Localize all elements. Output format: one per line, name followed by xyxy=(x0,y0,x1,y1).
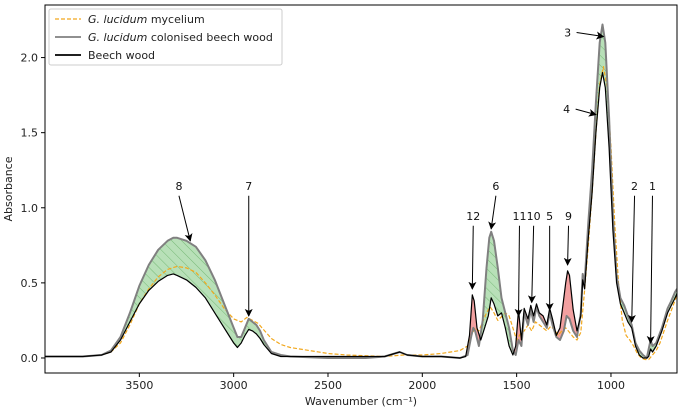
peak-label: 11 xyxy=(512,210,526,223)
legend: G. lucidum mycelium G. lucidum colonised … xyxy=(48,8,283,66)
fill-colonised-above-beech xyxy=(579,25,677,358)
legend-label: G. lucidum mycelium xyxy=(88,13,205,26)
fill-colonised-above-beech xyxy=(45,237,291,357)
peak-arrow xyxy=(646,195,655,344)
peak-arrow xyxy=(488,195,497,230)
y-axis: 0.0 0.5 1.0 1.5 2.0 xyxy=(21,52,45,365)
fill-beech-above-colonised xyxy=(514,270,580,355)
fill-colonised-above-beech xyxy=(480,232,514,355)
series-line-beech xyxy=(45,72,677,359)
y-tick-label: 0.5 xyxy=(21,277,39,290)
peak-label: 3 xyxy=(564,27,571,40)
peak-label: 5 xyxy=(546,210,553,223)
peak-label: 4 xyxy=(563,103,570,116)
peak-label: 12 xyxy=(466,210,480,223)
peak-label: 6 xyxy=(492,180,499,193)
difference-fills xyxy=(45,25,677,358)
y-tick-label: 1.0 xyxy=(21,202,39,215)
peak-arrow xyxy=(575,108,597,117)
x-tick-label: 2000 xyxy=(408,379,436,392)
peak-arrow xyxy=(468,225,477,290)
legend-label: G. lucidum colonised beech wood xyxy=(88,31,273,44)
y-axis-title: Absorbance xyxy=(2,156,15,221)
x-tick-label: 1000 xyxy=(597,379,625,392)
series-line-mycelium xyxy=(45,66,677,361)
peak-arrow xyxy=(514,225,523,317)
peak-label: 2 xyxy=(631,180,638,193)
x-axis: 3500 3000 2500 2000 1500 1000 xyxy=(125,373,625,392)
peak-arrow xyxy=(576,31,605,40)
x-axis-title: Wavenumber (cm⁻¹) xyxy=(305,395,417,408)
x-tick-label: 3000 xyxy=(220,379,248,392)
y-tick-label: 1.5 xyxy=(21,127,39,140)
y-tick-label: 0.0 xyxy=(21,352,39,365)
peak-arrow xyxy=(627,195,636,323)
y-tick-label: 2.0 xyxy=(21,52,39,65)
x-tick-label: 3500 xyxy=(125,379,153,392)
peak-label: 10 xyxy=(527,210,541,223)
legend-box xyxy=(48,8,283,66)
peak-label: 8 xyxy=(175,180,182,193)
series-line-colonised xyxy=(45,23,677,359)
legend-label: Beech wood xyxy=(88,49,155,62)
x-tick-label: 1500 xyxy=(503,379,531,392)
plot-frame xyxy=(44,4,678,374)
peak-label: 7 xyxy=(245,180,252,193)
peak-arrow xyxy=(178,195,193,242)
peak-arrow xyxy=(563,225,572,266)
peak-arrow xyxy=(527,225,536,304)
x-tick-label: 2500 xyxy=(314,379,342,392)
peak-label: 9 xyxy=(565,210,572,223)
peak-label: 1 xyxy=(649,180,656,193)
series-lines xyxy=(45,23,677,361)
